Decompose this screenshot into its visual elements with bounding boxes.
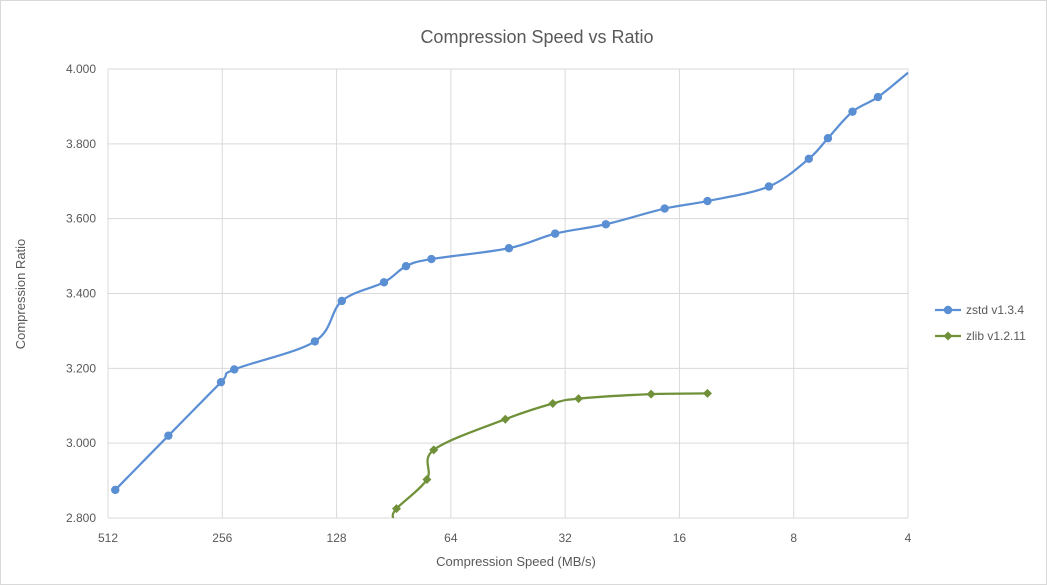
gridlines [107,68,909,519]
x-tick-label: 8 [790,531,797,545]
data-point [164,431,173,440]
data-point [574,394,584,404]
data-point [216,377,226,387]
x-tick-label: 4 [905,531,912,545]
tick-labels: 2.800 3.000 3.200 3.400 3.600 3.800 4.000 512 25… [66,62,912,545]
data-point [804,154,814,163]
data-point [646,389,656,399]
y-tick-label: 2.800 [66,511,96,525]
data-point [500,414,510,424]
data-point [422,474,432,484]
data-point [337,296,347,306]
data-point [429,445,439,455]
x-tick-label: 64 [444,531,458,545]
y-axis-label: Compression Ratio [13,239,28,350]
legend-marker [943,305,953,315]
x-tick-label: 256 [212,531,232,545]
y-tick-label: 3.000 [66,436,96,450]
y-tick-label: 4.000 [66,62,96,76]
y-tick-label: 3.600 [66,212,96,226]
series-line [391,392,708,519]
data-point [391,504,401,514]
data-point [823,134,833,143]
x-tick-label: 128 [327,531,347,545]
x-tick-label: 32 [558,531,572,545]
data-point [601,220,611,229]
series-layer [111,71,909,519]
data-point [703,196,712,206]
data-point [427,254,436,264]
legend-marker [943,331,953,341]
data-point [504,244,514,253]
data-point [379,278,389,287]
data-point [764,182,774,191]
series-line [114,71,909,491]
chart-title: Compression Speed vs Ratio [420,27,653,47]
y-tick-label: 3.200 [66,361,96,375]
y-tick-label: 3.400 [66,287,96,301]
data-point [310,337,320,346]
data-point [401,261,411,271]
data-point [548,399,558,409]
x-tick-label: 512 [98,531,118,545]
data-point [873,92,883,102]
data-point [848,107,857,116]
data-point [111,485,120,495]
legend-label: zlib v1.2.11 [966,329,1026,343]
data-point [550,229,560,238]
x-axis-label: Compression Speed (MB/s) [436,554,596,569]
data-point [660,204,669,213]
data-point [702,388,712,398]
y-tick-label: 3.800 [66,137,96,151]
data-point [230,365,239,374]
x-tick-label: 16 [673,531,687,545]
legend: zstd v1.3.4 zlib v1.2.11 [935,303,1026,343]
legend-label: zstd v1.3.4 [966,303,1024,317]
